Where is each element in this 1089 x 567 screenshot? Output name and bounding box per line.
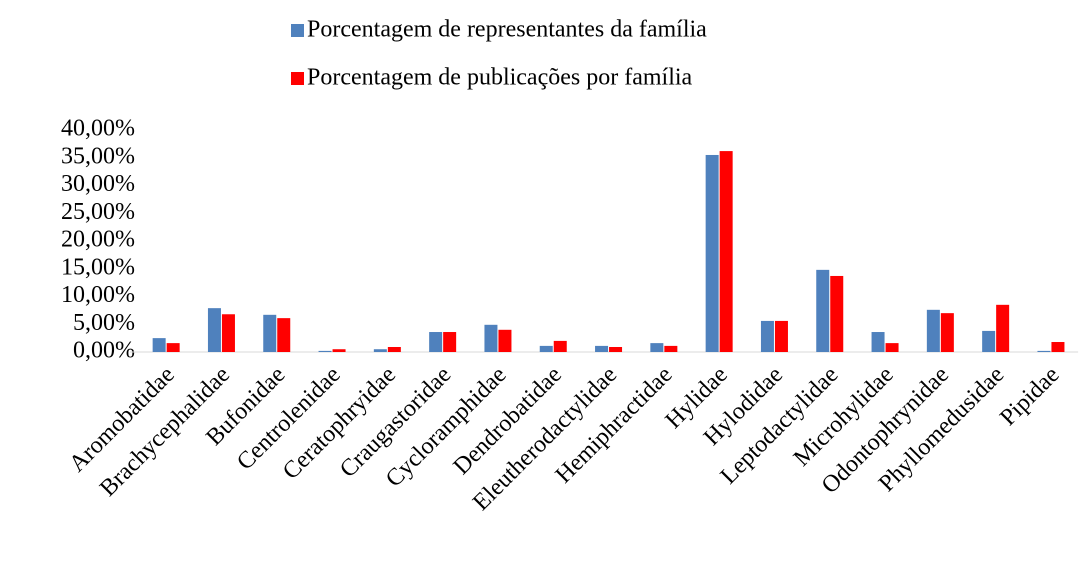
y-tick-label: 10,00% bbox=[61, 282, 135, 308]
bar bbox=[830, 275, 844, 352]
bar bbox=[498, 329, 512, 352]
bar bbox=[982, 330, 996, 352]
legend-label: Porcentagem de representantes da família bbox=[307, 17, 707, 43]
bar bbox=[1037, 350, 1051, 352]
bar bbox=[719, 151, 733, 352]
bar bbox=[429, 332, 443, 352]
bar bbox=[277, 318, 291, 352]
bar bbox=[664, 345, 678, 352]
bar bbox=[595, 345, 609, 352]
y-tick-label: 15,00% bbox=[61, 254, 135, 280]
y-tick-label: 35,00% bbox=[61, 143, 135, 169]
x-tick-label: Pipidae bbox=[995, 362, 1064, 431]
y-tick-label: 40,00% bbox=[61, 116, 135, 142]
bar bbox=[484, 324, 498, 352]
bar bbox=[885, 343, 899, 352]
bar bbox=[926, 309, 940, 352]
bar bbox=[1051, 342, 1065, 352]
bar bbox=[940, 313, 954, 352]
bar bbox=[996, 304, 1010, 352]
bar bbox=[760, 320, 774, 352]
y-tick-label: 30,00% bbox=[61, 171, 135, 197]
bar bbox=[207, 308, 221, 352]
bar bbox=[387, 347, 401, 352]
bar bbox=[152, 338, 166, 352]
bar bbox=[871, 332, 885, 352]
bar bbox=[166, 343, 180, 352]
bar bbox=[774, 320, 788, 352]
bar bbox=[609, 347, 623, 352]
legend-label: Porcentagem de publicações por família bbox=[307, 65, 693, 91]
y-tick-label: 25,00% bbox=[61, 199, 135, 225]
bar bbox=[705, 154, 719, 352]
bar bbox=[650, 343, 664, 352]
legend-swatch bbox=[291, 24, 304, 37]
bar bbox=[373, 349, 387, 352]
bar bbox=[816, 269, 830, 352]
y-tick-label: 5,00% bbox=[73, 310, 135, 336]
bar bbox=[263, 314, 277, 352]
bar bbox=[332, 349, 346, 352]
bar bbox=[539, 345, 553, 352]
y-tick-label: 0,00% bbox=[73, 338, 135, 364]
legend-swatch bbox=[291, 72, 304, 85]
bar bbox=[443, 332, 457, 352]
bar bbox=[553, 340, 567, 352]
bar bbox=[318, 350, 332, 352]
y-tick-label: 20,00% bbox=[61, 227, 135, 253]
bar bbox=[221, 314, 235, 352]
